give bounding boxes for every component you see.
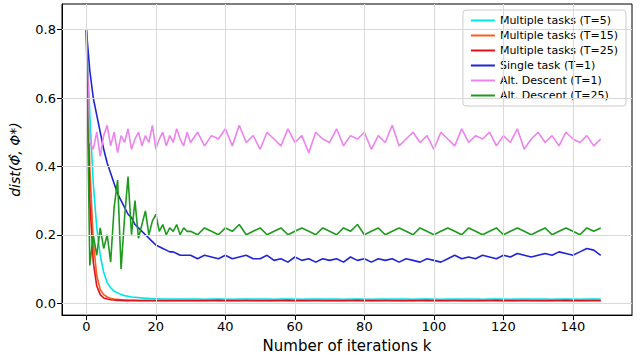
svg-text:Multiple tasks (T=25): Multiple tasks (T=25)	[500, 44, 618, 57]
svg-text:0.8: 0.8	[35, 22, 56, 37]
svg-text:0.2: 0.2	[35, 227, 56, 242]
svg-text:Alt. Descent (T=25): Alt. Descent (T=25)	[500, 89, 609, 102]
svg-text:0.6: 0.6	[35, 91, 56, 106]
svg-text:100: 100	[421, 319, 446, 334]
svg-text:20: 20	[148, 319, 165, 334]
svg-text:140: 140	[561, 319, 586, 334]
svg-text:120: 120	[491, 319, 516, 334]
svg-text:60: 60	[287, 319, 304, 334]
svg-text:dist(Φ̂, Φ*): dist(Φ̂, Φ*)	[7, 122, 23, 196]
svg-text:80: 80	[356, 319, 373, 334]
svg-text:Number of iterations k: Number of iterations k	[263, 337, 432, 355]
svg-text:0.0: 0.0	[35, 296, 56, 311]
svg-text:Single task (T=1): Single task (T=1)	[500, 59, 595, 72]
svg-text:Alt. Descent (T=1): Alt. Descent (T=1)	[500, 74, 602, 87]
svg-text:Multiple tasks (T=15): Multiple tasks (T=15)	[500, 29, 618, 42]
svg-text:Multiple tasks (T=5): Multiple tasks (T=5)	[500, 14, 611, 27]
svg-text:40: 40	[217, 319, 234, 334]
svg-text:0: 0	[82, 319, 90, 334]
svg-text:0.4: 0.4	[35, 159, 56, 174]
